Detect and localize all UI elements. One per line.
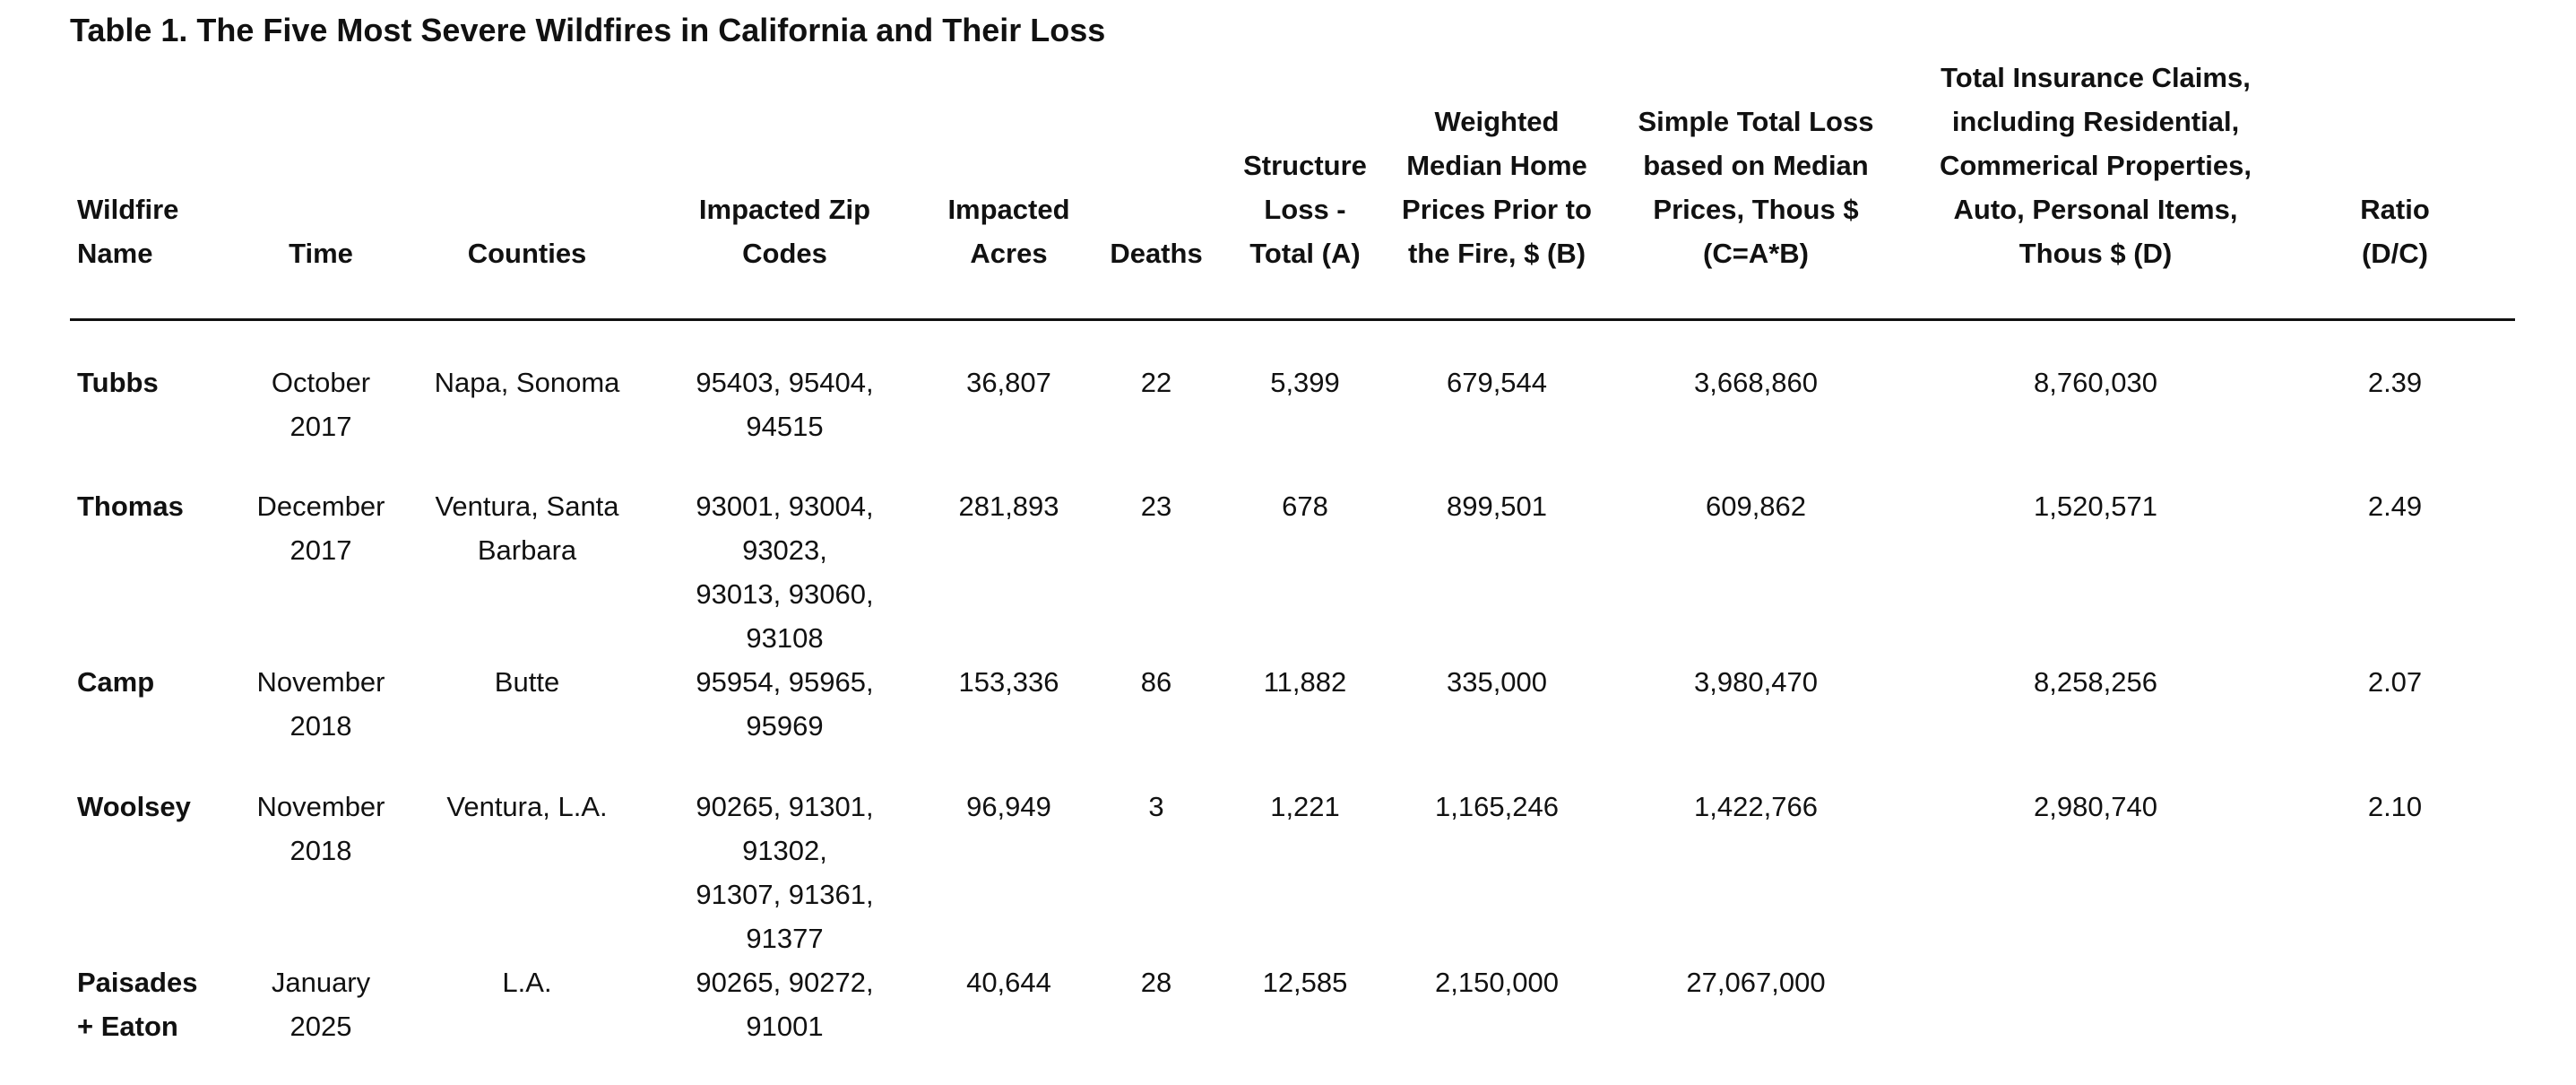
simple-loss-cell: 27,067,000 xyxy=(1686,966,1826,998)
zip-codes-cell: 90265, 91301, 91302, 91307, 91361, 91377 xyxy=(696,790,874,954)
wildfire-name-cell: Paisades + Eaton xyxy=(77,966,198,1042)
structure-loss-cell: 11,882 xyxy=(1263,665,1347,698)
column-header-deaths: Deaths xyxy=(1101,56,1212,321)
deaths-cell: 22 xyxy=(1140,367,1172,398)
simple-loss-cell: 1,422,766 xyxy=(1694,790,1818,822)
median-price-cell: 2,150,000 xyxy=(1435,966,1559,998)
simple-loss-cell: 3,980,470 xyxy=(1694,665,1818,698)
counties-cell: L.A. xyxy=(502,966,552,998)
ratio-cell: 2.10 xyxy=(2367,790,2423,822)
column-header-insurance-claims: Total Insurance Claims, including Reside… xyxy=(1916,56,2275,321)
acres-cell: 281,893 xyxy=(958,490,1059,522)
deaths-cell: 23 xyxy=(1140,490,1172,522)
time-cell: October 2017 xyxy=(271,367,371,442)
table-title: Table 1. The Five Most Severe Wildfires … xyxy=(70,12,1106,48)
insurance-claims-cell: 2,980,740 xyxy=(2034,790,2157,822)
counties-cell: Ventura, Santa Barbara xyxy=(435,490,619,566)
counties-cell: Butte xyxy=(494,665,560,698)
time-cell: December 2017 xyxy=(256,490,385,566)
ratio-cell: 2.49 xyxy=(2367,490,2423,522)
zip-codes-cell: 90265, 90272, 91001 xyxy=(696,966,874,1042)
structure-loss-cell: 12,585 xyxy=(1262,966,1348,998)
column-header-simple-loss: Simple Total Loss based on Median Prices… xyxy=(1595,56,1916,321)
deaths-cell: 86 xyxy=(1140,665,1172,698)
zip-codes-cell: 93001, 93004, 93023, 93013, 93060, 93108 xyxy=(696,490,874,654)
column-header-counties: Counties xyxy=(402,56,653,321)
column-header-ratio: Ratio (D/C) xyxy=(2275,56,2515,321)
column-header-zip-codes: Impacted Zip Codes xyxy=(653,56,917,321)
column-header-wildfire-name: Wildfire Name xyxy=(70,56,240,321)
median-price-cell: 679,544 xyxy=(1446,367,1548,398)
simple-loss-cell: 3,668,860 xyxy=(1694,367,1818,398)
acres-cell: 40,644 xyxy=(966,966,1051,998)
wildfire-name-cell: Tubbs xyxy=(77,367,159,398)
median-price-cell: 1,165,246 xyxy=(1435,790,1559,822)
zip-codes-cell: 95403, 95404, 94515 xyxy=(696,367,874,442)
structure-loss-cell: 1,221 xyxy=(1270,790,1340,822)
ratio-cell xyxy=(2275,960,2515,1085)
column-header-structure-loss: Structure Loss - Total (A) xyxy=(1212,56,1398,321)
column-header-acres: Impacted Acres xyxy=(917,56,1101,321)
time-cell: November 2018 xyxy=(256,665,385,742)
wildfire-name-cell: Woolsey xyxy=(77,790,191,822)
column-header-median-price: Weighted Median Home Prices Prior to the… xyxy=(1398,56,1595,321)
counties-cell: Ventura, L.A. xyxy=(446,790,608,822)
ratio-cell: 2.07 xyxy=(2367,665,2423,698)
table-row: Thomas December 2017 Ventura, Santa Barb… xyxy=(70,484,2515,660)
acres-cell: 96,949 xyxy=(966,790,1051,822)
simple-loss-cell: 609,862 xyxy=(1705,490,1807,522)
time-cell: November 2018 xyxy=(256,790,385,866)
insurance-claims-cell xyxy=(1916,960,2275,1085)
table-row: Tubbs October 2017 Napa, Sonoma 95403, 9… xyxy=(70,320,2515,484)
time-cell: January 2025 xyxy=(271,966,371,1042)
acres-cell: 36,807 xyxy=(966,367,1051,398)
column-header-time: Time xyxy=(240,56,402,321)
table-row: Paisades + Eaton January 2025 L.A. 90265… xyxy=(70,960,2515,1085)
acres-cell: 153,336 xyxy=(958,665,1059,698)
deaths-cell: 3 xyxy=(1148,790,1164,822)
zip-codes-cell: 95954, 95965, 95969 xyxy=(696,665,874,742)
counties-cell: Napa, Sonoma xyxy=(434,367,620,398)
insurance-claims-cell: 1,520,571 xyxy=(2034,490,2157,522)
table-row: Camp November 2018 Butte 95954, 95965, 9… xyxy=(70,660,2515,785)
table-row: Woolsey November 2018 Ventura, L.A. 9026… xyxy=(70,785,2515,960)
ratio-cell: 2.39 xyxy=(2367,367,2423,398)
header-row: Wildfire Name Time Counties Impacted Zip… xyxy=(70,56,2515,321)
median-price-cell: 335,000 xyxy=(1446,665,1548,698)
structure-loss-cell: 678 xyxy=(1282,490,1328,522)
wildfire-loss-table: Wildfire Name Time Counties Impacted Zip… xyxy=(70,56,2515,1085)
insurance-claims-cell: 8,258,256 xyxy=(2034,665,2157,698)
median-price-cell: 899,501 xyxy=(1446,490,1548,522)
wildfire-name-cell: Thomas xyxy=(77,490,184,522)
wildfire-name-cell: Camp xyxy=(77,665,155,698)
deaths-cell: 28 xyxy=(1140,966,1172,998)
insurance-claims-cell: 8,760,030 xyxy=(2034,367,2157,398)
structure-loss-cell: 5,399 xyxy=(1270,367,1340,398)
